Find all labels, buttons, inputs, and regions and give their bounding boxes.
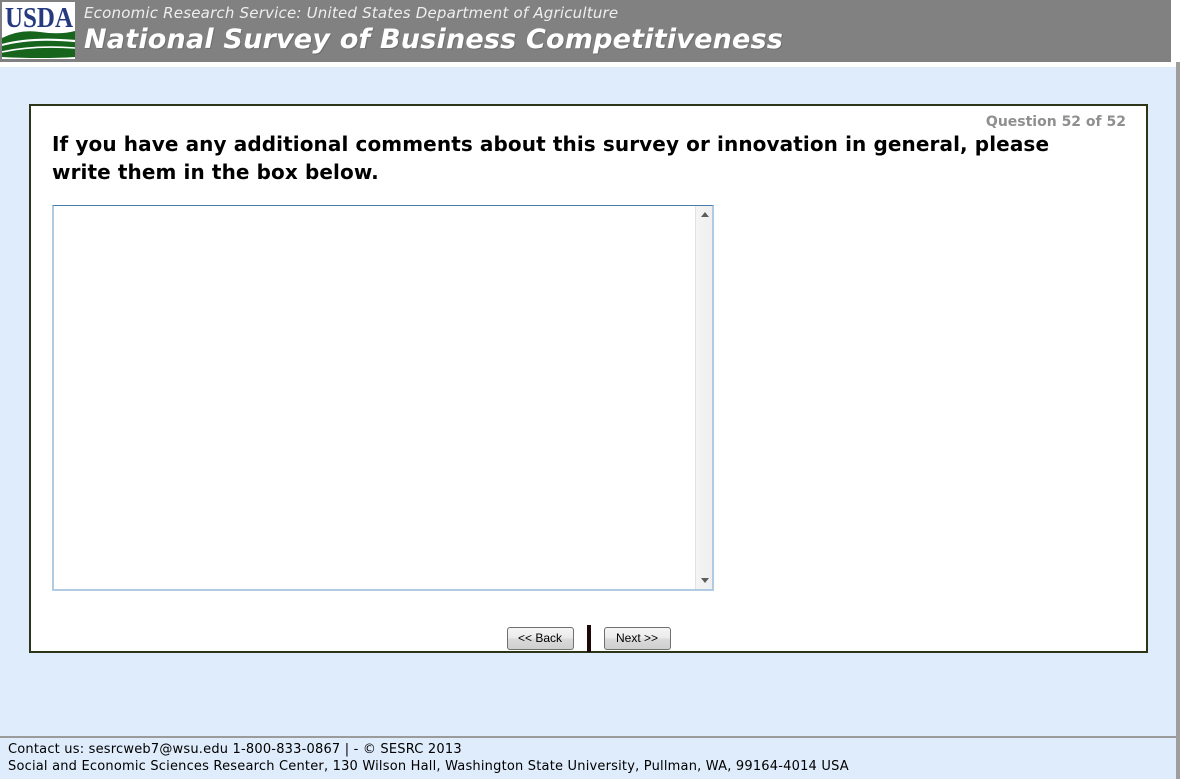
usda-logo-text: USDA	[5, 3, 74, 34]
question-text: If you have any additional comments abou…	[52, 132, 1050, 184]
comment-box-frame	[52, 205, 714, 591]
survey-panel: Question 52 of 52 If you have any additi…	[29, 104, 1148, 653]
agency-line: Economic Research Service: United States…	[84, 4, 619, 22]
next-button[interactable]: Next >>	[603, 626, 671, 650]
arrow-up-icon	[700, 212, 709, 217]
page-scrollbar[interactable]	[1176, 62, 1180, 779]
footer-address-line: Social and Economic Sciences Research Ce…	[8, 759, 849, 774]
button-separator	[586, 624, 591, 652]
progress-indicator: Question 52 of 52	[985, 114, 1126, 130]
usda-logo: USDA	[2, 2, 75, 59]
scroll-down-button[interactable]	[696, 572, 713, 589]
textarea-scrollbar[interactable]	[695, 206, 712, 589]
comment-textarea[interactable]	[54, 206, 695, 589]
app-header: USDA Economic Research Service: United S…	[0, 0, 1171, 62]
nav-button-row: << Back Next >>	[31, 624, 1146, 652]
usda-logo-icon: USDA	[2, 2, 75, 59]
back-button[interactable]: << Back	[506, 626, 574, 650]
page-footer: Contact us: sesrcweb7@wsu.edu 1-800-833-…	[0, 736, 1176, 779]
survey-title: National Survey of Business Competitiven…	[84, 24, 784, 55]
page-background: Question 52 of 52 If you have any additi…	[0, 67, 1176, 779]
arrow-down-icon	[700, 578, 709, 583]
footer-contact-line: Contact us: sesrcweb7@wsu.edu 1-800-833-…	[8, 742, 462, 757]
scroll-up-button[interactable]	[696, 206, 713, 223]
